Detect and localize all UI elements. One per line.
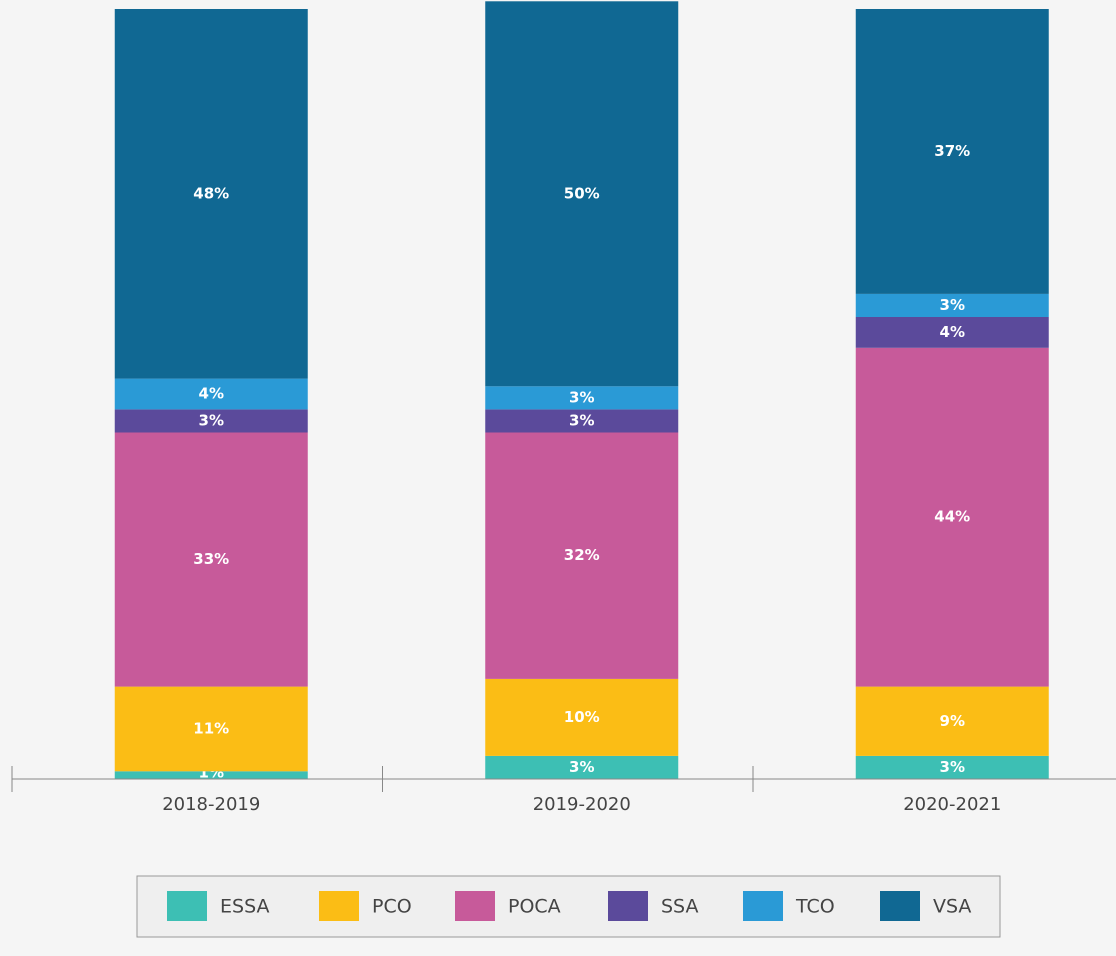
legend-label: VSA bbox=[933, 896, 971, 918]
value-label: 3% bbox=[940, 758, 965, 776]
bar-segment bbox=[855, 755, 1049, 779]
bar-segment bbox=[485, 755, 679, 779]
bar-segment bbox=[114, 771, 308, 779]
value-label: 3% bbox=[569, 388, 594, 406]
bar-segment bbox=[855, 347, 1049, 687]
legend-box bbox=[136, 875, 1001, 938]
x-tick-label: 2019-2020 bbox=[533, 794, 631, 815]
value-label: 4% bbox=[940, 323, 965, 341]
value-label: 3% bbox=[569, 411, 594, 429]
bar-segment bbox=[855, 686, 1049, 756]
legend-label: PCO bbox=[372, 896, 412, 918]
bar-segment bbox=[114, 409, 308, 433]
bar-segment bbox=[855, 293, 1049, 317]
x-tick-label: 2018-2019 bbox=[162, 794, 260, 815]
value-label: 44% bbox=[934, 508, 970, 526]
legend-label: TCO bbox=[795, 896, 835, 918]
value-label: 9% bbox=[940, 712, 965, 730]
legend-label: SSA bbox=[661, 896, 698, 918]
legend-swatch bbox=[167, 891, 207, 921]
bar-segment bbox=[855, 9, 1049, 294]
value-label: 4% bbox=[199, 385, 224, 403]
legend-label: POCA bbox=[508, 896, 561, 918]
value-label: 3% bbox=[940, 296, 965, 314]
bar-segment bbox=[485, 386, 679, 410]
bar-segment bbox=[485, 678, 679, 756]
value-label: 37% bbox=[934, 142, 970, 160]
legend-swatch bbox=[455, 891, 495, 921]
value-label: 48% bbox=[193, 184, 229, 202]
value-label: 11% bbox=[193, 719, 229, 737]
legend-label: ESSA bbox=[220, 896, 269, 918]
bar-segment bbox=[114, 9, 308, 379]
bar-segment bbox=[485, 1, 679, 387]
bar-segment bbox=[855, 317, 1049, 348]
bar-segment bbox=[114, 378, 308, 410]
legend-swatch bbox=[608, 891, 648, 921]
value-label: 3% bbox=[569, 758, 594, 776]
bar-segment bbox=[485, 432, 679, 679]
value-label: 32% bbox=[564, 546, 600, 564]
bar-segment bbox=[114, 432, 308, 687]
value-label: 50% bbox=[564, 184, 600, 202]
legend-swatch bbox=[743, 891, 783, 921]
legend-swatch bbox=[319, 891, 359, 921]
x-tick-label: 2020-2021 bbox=[903, 794, 1001, 815]
value-label: 33% bbox=[193, 550, 229, 568]
legend-swatch bbox=[880, 891, 920, 921]
bar-segment bbox=[485, 409, 679, 433]
bar-segment bbox=[114, 686, 308, 772]
value-label: 10% bbox=[564, 708, 600, 726]
value-label: 3% bbox=[199, 411, 224, 429]
